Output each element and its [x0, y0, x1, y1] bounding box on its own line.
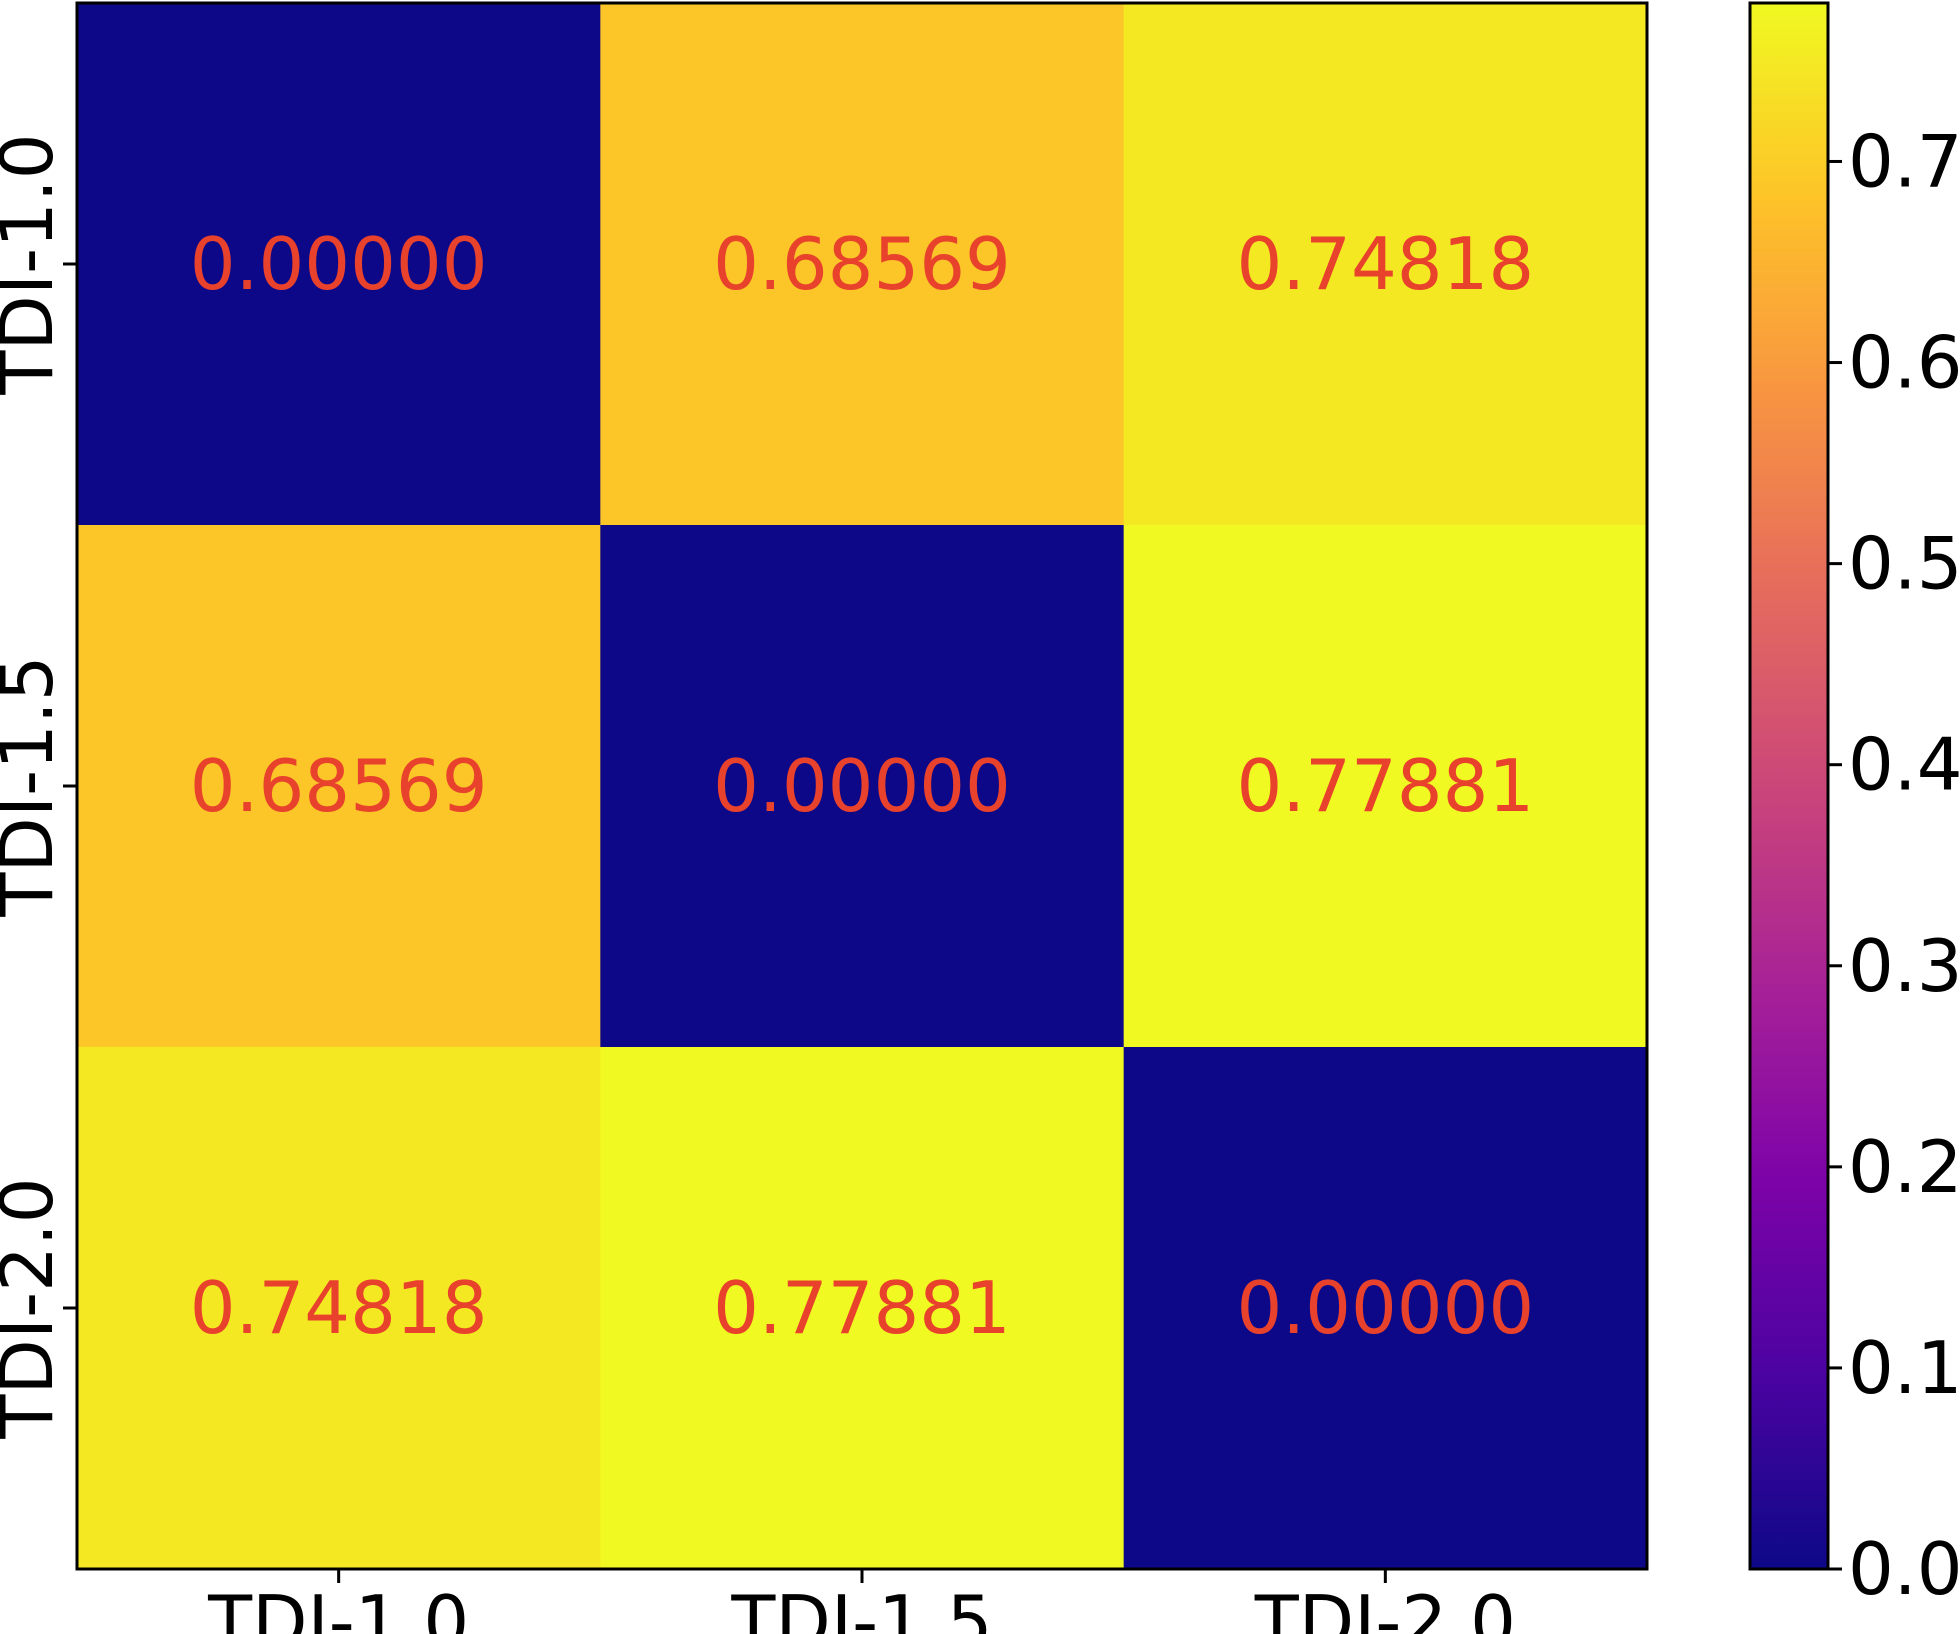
cell-label-r1-c1: 0.00000: [713, 744, 1011, 828]
colorbar: 0.0 0.1 0.2 0.3 0.4 0.5 0.6 0.7: [1748, 1, 1960, 1611]
y-tick-label-0: TDI-1.0: [0, 133, 69, 395]
colorbar-tick-label-1: 0.1: [1848, 1326, 1960, 1410]
heatmap-cell-r1-c0: [77, 525, 601, 1048]
heatmap-cell-r1-c2: [1123, 525, 1648, 1048]
cell-label-r0-c2: 0.74818: [1236, 222, 1534, 306]
colorbar-tick-label-2: 0.2: [1848, 1125, 1960, 1209]
cell-label-r2-c1: 0.77881: [713, 1266, 1011, 1350]
cell-label-r2-c0: 0.74818: [190, 1266, 488, 1350]
colorbar-tick-label-7: 0.7: [1848, 119, 1960, 203]
y-axis: TDI-1.0 TDI-1.5 TDI-2.0: [0, 133, 77, 1440]
colorbar-tick-label-6: 0.6: [1848, 321, 1960, 405]
x-axis: TDI-1.0 TDI-1.5 TDI-2.0: [207, 1569, 1516, 1634]
cell-label-r2-c2: 0.00000: [1236, 1266, 1534, 1350]
heatmap-cell-r2-c1: [600, 1047, 1125, 1570]
x-tick-label-2: TDI-2.0: [1254, 1580, 1516, 1634]
heatmap-cell-r0-c2: [1123, 3, 1648, 526]
colorbar-tick-label-3: 0.3: [1848, 924, 1960, 1008]
heatmap-cell-r2-c2: [1123, 1047, 1648, 1570]
colorbar-gradient: [1748, 1, 1830, 1571]
heatmap-cell-r0-c0: [77, 3, 601, 526]
cell-label-r1-c2: 0.77881: [1236, 744, 1534, 828]
cell-label-r0-c1: 0.68569: [713, 222, 1011, 306]
heatmap-cells: [77, 3, 1648, 1570]
x-tick-label-1: TDI-1.5: [730, 1580, 992, 1634]
x-tick-label-0: TDI-1.0: [207, 1580, 469, 1634]
heatmap-cell-r2-c0: [77, 1047, 601, 1570]
y-tick-label-2: TDI-2.0: [0, 1177, 69, 1439]
colorbar-tick-label-5: 0.5: [1848, 522, 1960, 606]
colorbar-tick-label-4: 0.4: [1848, 723, 1960, 807]
colorbar-tick-label-0: 0.0: [1848, 1527, 1960, 1611]
heatmap-cell-r1-c1: [600, 525, 1125, 1048]
cell-label-r0-c0: 0.00000: [190, 222, 488, 306]
heatmap-cell-r0-c1: [600, 3, 1125, 526]
heatmap-cell-labels: 0.00000 0.68569 0.74818 0.68569 0.00000 0.778…: [190, 222, 1534, 1350]
cell-label-r1-c0: 0.68569: [190, 744, 488, 828]
y-tick-label-1: TDI-1.5: [0, 655, 69, 917]
